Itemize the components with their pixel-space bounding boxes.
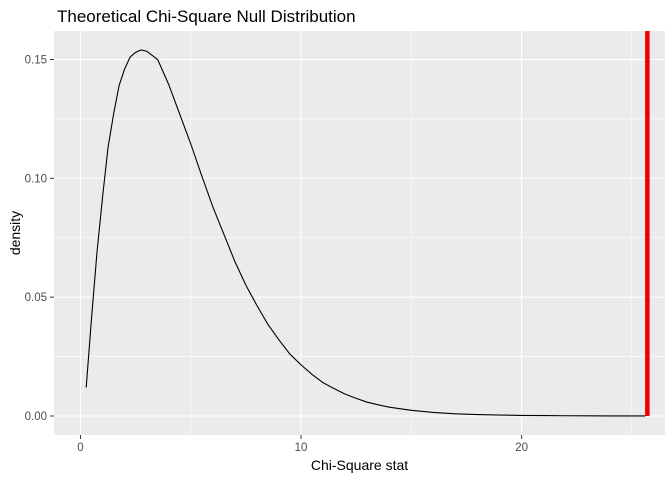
chart-title: Theoretical Chi-Square Null Distribution — [57, 7, 356, 26]
y-tick-label: 0.15 — [25, 55, 47, 67]
density-curve — [85, 49, 646, 417]
y-tick-label: 0.00 — [25, 411, 47, 423]
x-tick-label: 10 — [295, 442, 308, 454]
y-axis: 0.00 0.05 0.10 0.15 — [25, 55, 54, 423]
plot-panel — [54, 31, 665, 435]
x-tick-label: 0 — [77, 442, 83, 454]
x-axis-title: Chi-Square stat — [311, 457, 408, 473]
y-tick-label: 0.05 — [25, 292, 47, 304]
series-layer — [85, 31, 650, 417]
x-tick-label: 20 — [515, 442, 528, 454]
grid-minor — [54, 31, 665, 435]
x-axis: 0 10 20 — [77, 435, 528, 454]
y-tick-label: 0.10 — [25, 173, 47, 185]
y-axis-title: density — [7, 211, 23, 255]
